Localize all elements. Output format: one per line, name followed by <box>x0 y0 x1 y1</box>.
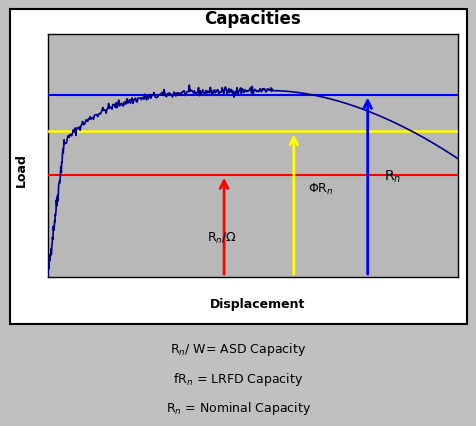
Text: R$_n$/Ω: R$_n$/Ω <box>207 230 237 246</box>
Text: R$_n$ = Nominal Capacity: R$_n$ = Nominal Capacity <box>166 400 310 417</box>
Text: R$_n$: R$_n$ <box>383 169 400 185</box>
Text: fR$_n$ = LRFD Capacity: fR$_n$ = LRFD Capacity <box>173 371 303 388</box>
Text: Load: Load <box>15 153 28 187</box>
Text: R$_n$/ W= ASD Capacity: R$_n$/ W= ASD Capacity <box>170 341 306 358</box>
Text: Displacement: Displacement <box>209 298 305 311</box>
Title: Capacities: Capacities <box>204 10 300 29</box>
Bar <box>10 9 466 324</box>
Text: ΦR$_n$: ΦR$_n$ <box>307 182 333 197</box>
